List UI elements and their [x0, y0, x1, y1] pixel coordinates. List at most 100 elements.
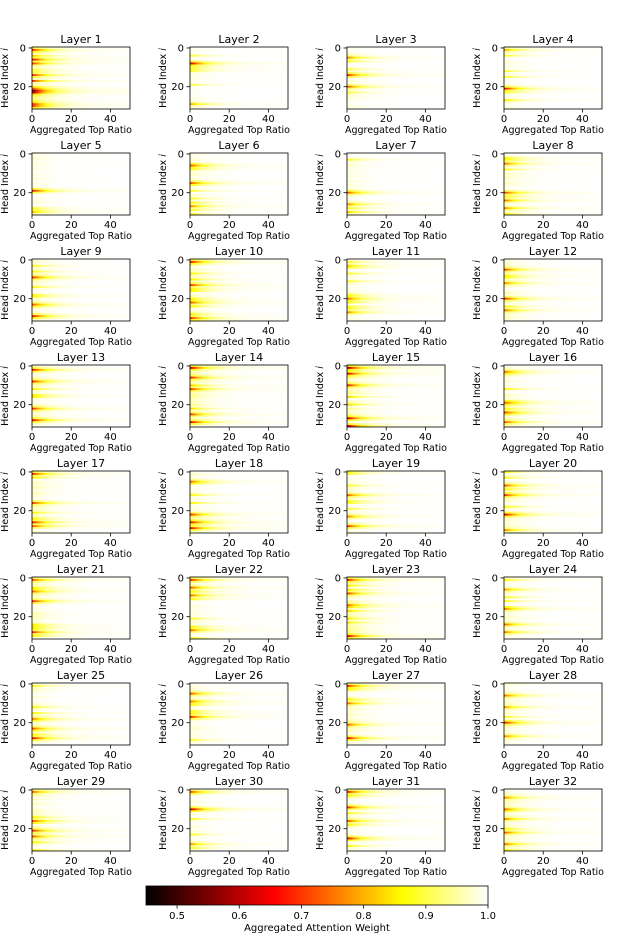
y-tick-label: 20 — [13, 718, 26, 729]
heatmap-row — [504, 299, 602, 302]
heatmap-row — [504, 600, 602, 603]
heatmap-row — [32, 409, 130, 412]
heatmap-row — [190, 278, 288, 281]
heatmap-row — [190, 733, 288, 736]
heatmap-row — [504, 182, 602, 185]
heatmap-row — [347, 841, 445, 844]
heatmap-row — [190, 521, 288, 524]
heatmap-row — [32, 694, 130, 697]
heatmap-row — [347, 731, 445, 734]
panel-title: Layer 7 — [375, 139, 416, 152]
panel-frame — [346, 576, 446, 640]
heatmap-row — [190, 397, 288, 401]
heatmap-row — [32, 54, 130, 57]
heatmap-row — [190, 790, 288, 794]
heatmap-row — [504, 50, 602, 53]
heatmap-row — [190, 68, 288, 71]
heatmap-row — [347, 476, 445, 479]
heatmap-row — [347, 262, 445, 265]
x-tick-label: 20 — [380, 114, 393, 125]
heatmap-row — [504, 76, 602, 79]
heatmap-row — [190, 201, 288, 204]
heatmap-row — [190, 195, 288, 198]
heatmap-row — [347, 513, 445, 516]
y-axis-label: Head Index i — [315, 472, 326, 532]
heatmap-row — [347, 417, 445, 420]
heatmap-row — [190, 405, 288, 408]
y-axis-label: Head Index i — [0, 472, 11, 532]
y-tick-label: 20 — [171, 82, 184, 93]
heatmap-row — [347, 290, 445, 293]
heatmap-row — [190, 792, 288, 795]
heatmap-row — [32, 692, 130, 695]
heatmap-row — [32, 623, 130, 626]
heatmap-row — [190, 474, 288, 477]
x-tick-label: 20 — [223, 114, 236, 125]
heatmap-row — [190, 831, 288, 834]
heatmap-row — [504, 203, 602, 206]
panel-frame — [189, 576, 289, 640]
panel-title: Layer 6 — [218, 139, 259, 152]
panel-title: Layer 25 — [57, 669, 105, 682]
heatmap-row — [190, 153, 288, 156]
heatmap-row — [190, 837, 288, 840]
heatmap-row — [504, 712, 602, 715]
heatmap-row — [504, 54, 602, 57]
x-tick-label: 40 — [419, 326, 432, 337]
heatmap-row — [504, 295, 602, 298]
heatmap-row — [504, 623, 602, 626]
y-axis-label: Head Index i — [472, 366, 483, 426]
heatmap-row — [347, 176, 445, 179]
heatmap-row — [32, 154, 130, 158]
heatmap-row — [347, 56, 445, 59]
y-axis-label: Head Index i — [0, 366, 11, 426]
heatmap-row — [190, 702, 288, 705]
heatmap-row — [347, 211, 445, 214]
x-tick-label: 40 — [576, 644, 589, 655]
heatmap-row — [504, 282, 602, 285]
heatmap-row — [504, 503, 602, 507]
heatmap-row — [32, 586, 130, 589]
heatmap-row — [504, 814, 602, 817]
panel-frame — [346, 152, 446, 216]
heatmap-row — [347, 384, 445, 387]
heatmap-row — [32, 715, 130, 719]
heatmap-row — [190, 710, 288, 713]
heatmap-row — [32, 365, 130, 368]
heatmap-row — [190, 806, 288, 809]
heatmap-row — [347, 633, 445, 636]
heatmap-row — [190, 594, 288, 597]
heatmap-row — [32, 70, 130, 73]
heatmap-row — [347, 796, 445, 799]
heatmap-row — [32, 376, 130, 379]
heatmap-row — [347, 733, 445, 736]
heatmap-row — [504, 365, 602, 368]
heatmap-row — [504, 74, 602, 77]
heatmap-row — [32, 372, 130, 375]
heatmap-row — [190, 629, 288, 632]
x-tick-label: 20 — [380, 326, 393, 337]
heatmap-row — [504, 635, 602, 638]
panel-title: Layer 4 — [532, 33, 573, 46]
heatmap-row — [504, 211, 602, 214]
heatmap-row — [347, 719, 445, 722]
heatmap-row — [32, 482, 130, 485]
heatmap-row — [504, 187, 602, 190]
heatmap-row — [190, 413, 288, 416]
heatmap-row — [347, 833, 445, 836]
heatmap-row — [190, 384, 288, 387]
heatmap-row — [504, 411, 602, 414]
y-tick-label: 0 — [20, 361, 26, 372]
heatmap-row — [190, 729, 288, 732]
heatmap-row — [32, 307, 130, 310]
panel-frame — [189, 46, 289, 110]
heatmap-row — [347, 577, 445, 580]
heatmap-row — [190, 471, 288, 474]
heatmap-row — [504, 280, 602, 283]
heatmap-row — [504, 259, 602, 262]
